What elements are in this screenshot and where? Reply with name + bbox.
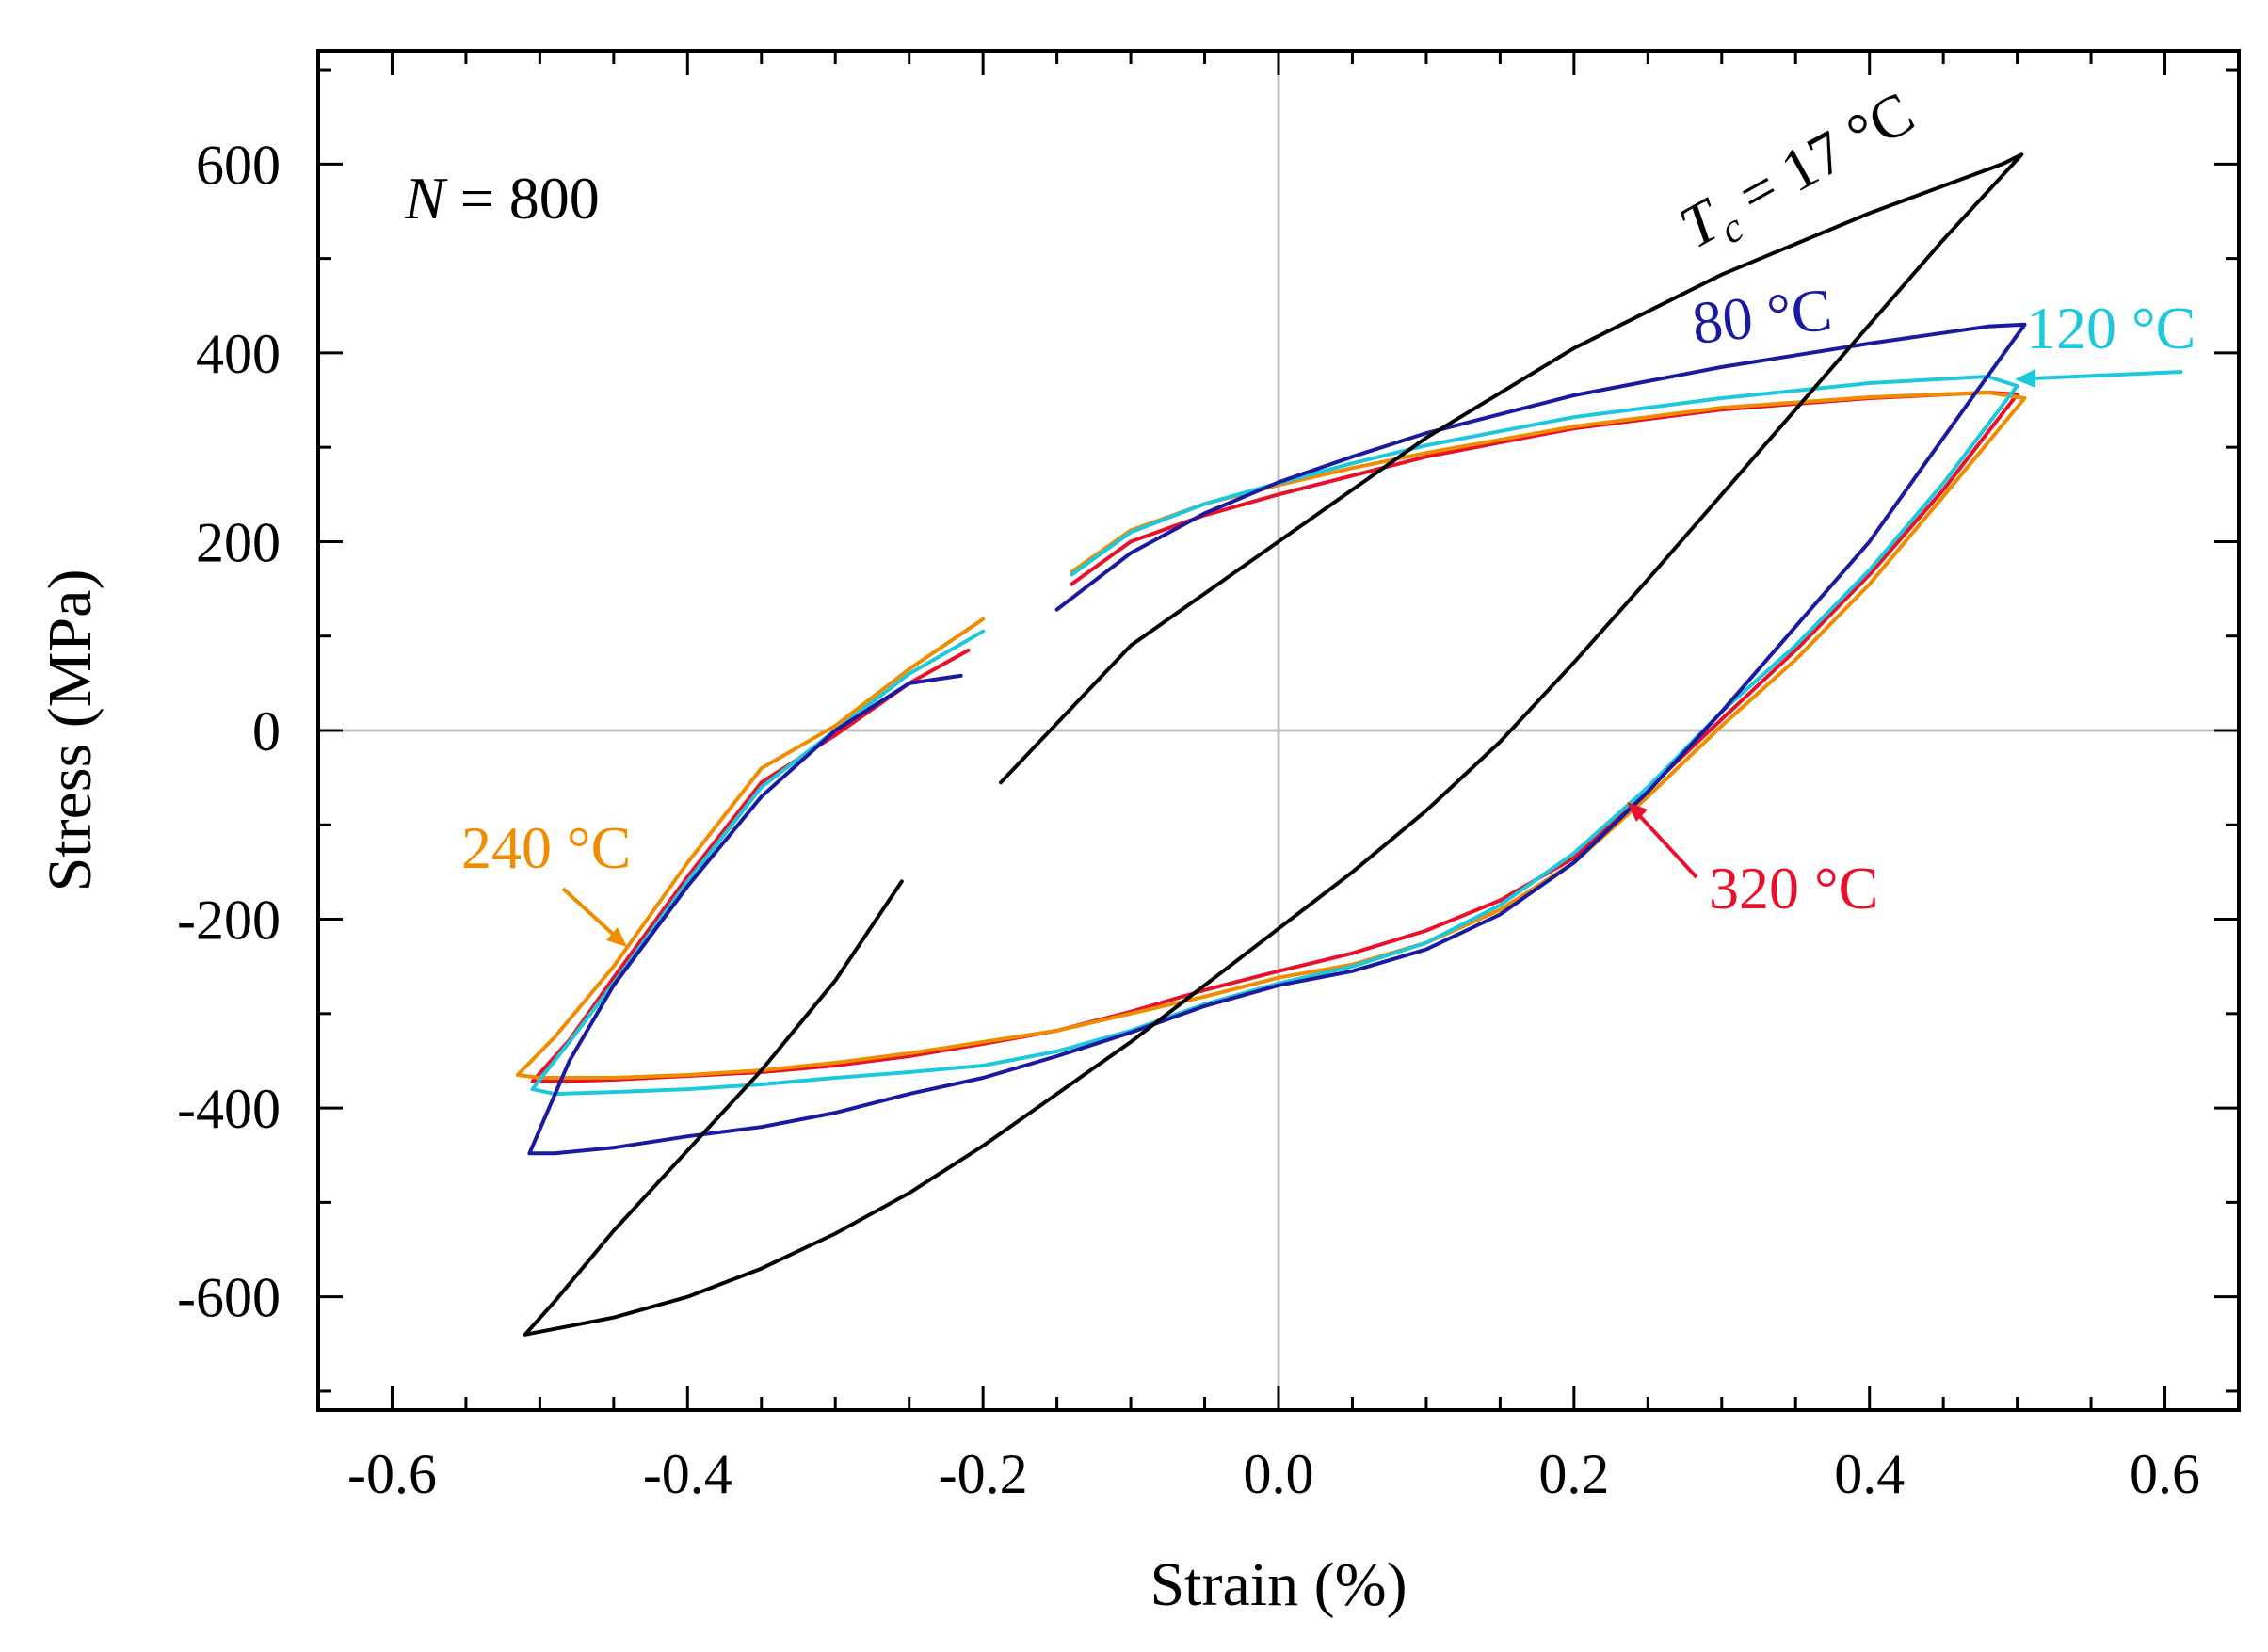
annotation-320c: 320 °C <box>1709 855 1878 922</box>
annotation-80c: 80 °C <box>1689 276 1835 357</box>
y-tick-label: 400 <box>196 323 281 385</box>
x-tick-label: 0.4 <box>1834 1443 1905 1505</box>
y-tick-label: 200 <box>196 511 281 573</box>
x-tick-label: -0.2 <box>939 1443 1028 1505</box>
arrow-320c <box>1636 812 1698 879</box>
arrowhead-240c <box>606 927 627 947</box>
x-tick-label: 0.6 <box>2130 1443 2200 1505</box>
cycle-count-label: N = 800 <box>404 165 600 232</box>
cycle-count-symbol: N <box>404 165 448 232</box>
series-line-17C <box>523 152 2024 1337</box>
x-tick-label: -0.6 <box>347 1443 437 1505</box>
axis-ticks: -0.6 -0.4 -0.2 0.0 0.2 0.4 0.6 -600 -400 -200 0 200… <box>177 51 2239 1505</box>
y-tick-label: 0 <box>252 700 281 762</box>
x-tick-label: 0.2 <box>1538 1443 1609 1505</box>
annotation-240c: 240 °C <box>461 814 631 881</box>
y-tick-label: -600 <box>177 1267 281 1329</box>
x-tick-label: 0.0 <box>1244 1443 1314 1505</box>
y-tick-label: 600 <box>196 134 281 196</box>
x-tick-label: -0.4 <box>643 1443 732 1505</box>
y-axis-title: Stress (MPa) <box>36 569 105 892</box>
arrowhead-120c <box>2015 369 2035 388</box>
annotation-arrows <box>561 369 2183 947</box>
series-line-120C <box>530 375 2019 1097</box>
annotation-120c: 120 °C <box>2026 295 2196 361</box>
arrow-120c <box>2031 370 2183 380</box>
arrow-240c <box>561 887 618 938</box>
series-layer <box>515 152 2027 1337</box>
x-axis-title: Strain (%) <box>1150 1550 1407 1619</box>
zero-reference-lines <box>318 51 2239 1410</box>
series-line-80C <box>527 322 2027 1156</box>
cycle-count-value: = 800 <box>445 165 600 232</box>
arrowhead-320c <box>1627 802 1648 822</box>
y-tick-label: -400 <box>177 1078 281 1140</box>
annotation-17c-value: = 17 °C <box>1714 79 1925 236</box>
y-tick-label: -200 <box>177 890 281 952</box>
